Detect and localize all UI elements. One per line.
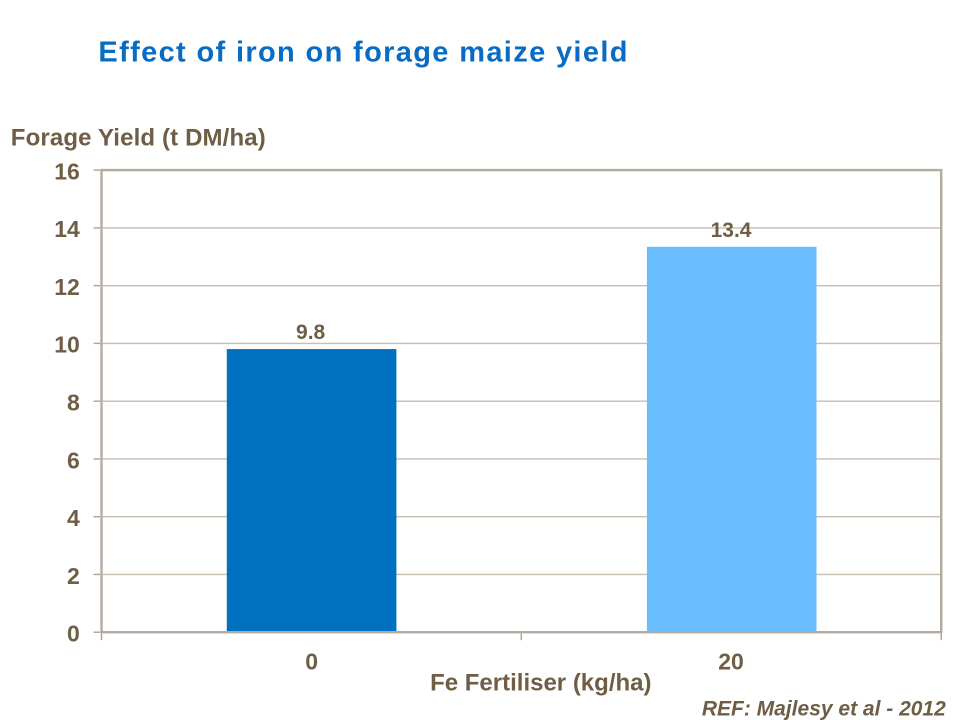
svg-text:Forage Yield (t DM/ha): Forage Yield (t DM/ha) bbox=[11, 125, 266, 152]
svg-text:Fe Fertiliser (kg/ha): Fe Fertiliser (kg/ha) bbox=[430, 670, 651, 697]
svg-text:REF: Majlesy et al - 2012: REF: Majlesy et al - 2012 bbox=[702, 697, 946, 720]
svg-text:0: 0 bbox=[305, 649, 318, 675]
svg-text:10: 10 bbox=[54, 332, 80, 358]
svg-text:14: 14 bbox=[54, 216, 80, 242]
svg-text:12: 12 bbox=[54, 274, 80, 300]
svg-text:6: 6 bbox=[67, 447, 80, 473]
svg-text:Effect of iron on forage maize: Effect of iron on forage maize yield bbox=[98, 37, 628, 69]
svg-text:0: 0 bbox=[67, 621, 80, 647]
svg-text:20: 20 bbox=[718, 649, 744, 675]
svg-text:2: 2 bbox=[67, 563, 80, 589]
svg-text:16: 16 bbox=[54, 158, 80, 184]
svg-text:13.4: 13.4 bbox=[711, 219, 752, 242]
svg-text:9.8: 9.8 bbox=[296, 321, 326, 344]
svg-text:4: 4 bbox=[67, 505, 80, 531]
svg-text:8: 8 bbox=[67, 390, 80, 416]
